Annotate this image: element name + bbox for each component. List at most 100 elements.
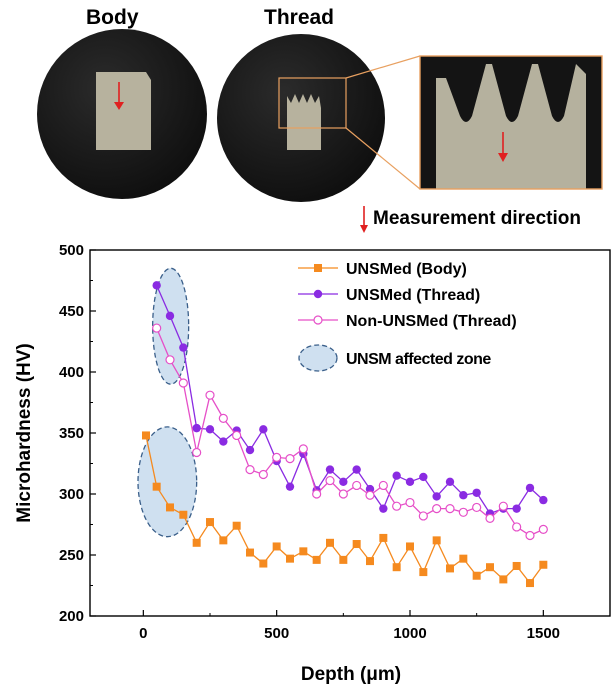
inset-thread-profile (436, 64, 586, 189)
data-point-1 (179, 343, 188, 352)
data-point-0 (352, 540, 361, 549)
y-tick-label: 250 (59, 547, 84, 564)
data-point-2 (378, 480, 388, 491)
data-point-0 (512, 561, 521, 570)
direction-legend-arrowhead (360, 225, 368, 233)
data-point-1 (339, 477, 348, 486)
data-point-2 (338, 489, 348, 499)
x-tick-label: 1500 (527, 625, 560, 642)
zoom-region-box (278, 77, 347, 129)
data-point-1 (259, 425, 268, 434)
data-point-1 (192, 423, 201, 433)
data-point-0 (206, 518, 214, 527)
data-point-0 (379, 533, 388, 542)
data-point-2 (258, 469, 268, 480)
data-point-1 (512, 504, 521, 513)
data-point-0 (179, 510, 188, 519)
data-point-0 (486, 563, 494, 572)
legend-marker (314, 264, 322, 272)
y-tick-label: 200 (59, 608, 84, 625)
data-point-2 (285, 454, 295, 464)
x-tick-label: 0 (139, 625, 147, 642)
data-point-2 (525, 530, 535, 541)
zoomed-thread-inset (419, 55, 603, 190)
data-point-2 (192, 447, 202, 458)
data-point-1 (405, 477, 415, 486)
data-point-0 (192, 538, 201, 547)
data-point-0 (432, 536, 441, 545)
data-point-1 (152, 281, 161, 290)
data-point-1 (539, 495, 548, 505)
data-point-1 (285, 482, 295, 491)
data-point-1 (419, 472, 428, 482)
data-point-1 (165, 311, 175, 321)
y-tick-label: 450 (59, 303, 84, 320)
zoom-connector-top (345, 55, 421, 79)
data-point-1 (432, 492, 441, 501)
x-tick-label: 1000 (393, 625, 426, 642)
data-point-0 (312, 555, 321, 564)
data-point-1 (525, 483, 535, 493)
data-point-2 (152, 323, 162, 333)
data-point-0 (366, 557, 374, 566)
y-tick-label: 300 (59, 486, 84, 503)
data-point-2 (232, 430, 242, 441)
data-point-2 (498, 501, 508, 511)
data-point-1 (472, 488, 481, 497)
data-point-1 (379, 504, 388, 513)
data-point-0 (219, 536, 228, 545)
body-photo-label: Body (86, 6, 139, 29)
legend: UNSMed (Body) UNSMed (Thread) Non-UNSMed (… (298, 261, 517, 372)
data-point-2 (325, 475, 335, 486)
data-series (142, 281, 548, 588)
data-point-0 (142, 431, 150, 440)
y-tick-label: 500 (59, 242, 84, 259)
thread-photo-label: Thread (264, 6, 335, 29)
data-point-2 (205, 390, 215, 400)
data-point-1 (352, 465, 361, 474)
data-point-2 (352, 480, 362, 491)
data-point-0 (232, 521, 241, 530)
legend-zone-label: UNSM affected zone (346, 351, 491, 368)
legend-marker (313, 289, 323, 299)
y-tick-label: 350 (59, 425, 84, 442)
data-point-2 (405, 497, 415, 508)
data-point-0 (299, 547, 308, 556)
data-point-1 (445, 477, 455, 486)
data-point-0 (526, 579, 534, 588)
data-point-2 (365, 490, 375, 500)
thread-cross-section (287, 94, 321, 150)
x-tick-label: 500 (264, 625, 289, 642)
data-point-0 (406, 542, 414, 551)
direction-legend-label: Measurement direction (373, 208, 581, 229)
data-point-2 (165, 355, 175, 365)
y-tick-label: 400 (59, 364, 84, 381)
data-point-2 (445, 504, 455, 514)
data-point-2 (178, 378, 188, 388)
data-point-2 (312, 489, 322, 499)
data-point-2 (218, 413, 228, 423)
data-point-2 (458, 507, 468, 517)
data-point-0 (472, 571, 481, 580)
data-point-0 (419, 568, 428, 577)
thread-specimen-photo (217, 34, 421, 202)
legend-marker (313, 315, 323, 325)
data-point-2 (485, 513, 495, 524)
axes: 200 250 300 350 400 450 500 0 500 1000 1500 (59, 242, 611, 642)
data-point-2 (512, 522, 522, 532)
y-axis-title: Microhardness (HV) (14, 343, 35, 522)
data-point-1 (219, 437, 228, 446)
data-point-0 (499, 575, 508, 584)
data-point-0 (392, 563, 401, 572)
inset-measure-arrowhead (498, 153, 508, 162)
legend-zone-marker (298, 344, 338, 372)
data-point-2 (432, 504, 442, 514)
data-point-2 (245, 465, 255, 475)
data-point-1 (205, 425, 215, 434)
legend-label: UNSMed (Body) (346, 261, 467, 278)
body-measure-arrowhead (114, 102, 124, 110)
data-point-0 (446, 564, 454, 573)
affected-zones (137, 267, 198, 538)
data-point-0 (259, 559, 268, 568)
body-cross-section (96, 72, 151, 150)
